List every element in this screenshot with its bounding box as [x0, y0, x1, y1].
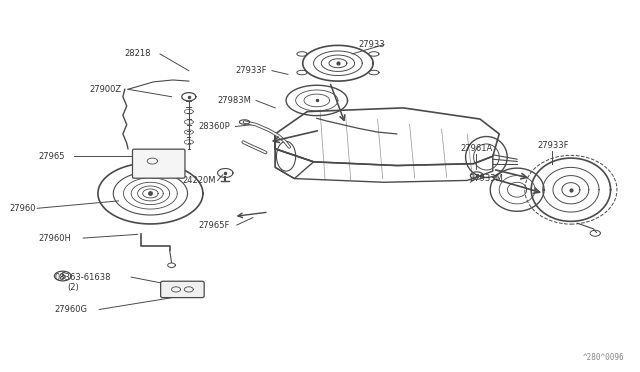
Text: 27965: 27965: [38, 152, 65, 161]
Text: 27960: 27960: [10, 204, 36, 213]
Text: 27900Z: 27900Z: [90, 85, 122, 94]
Text: ^280^0096: ^280^0096: [582, 353, 624, 362]
Text: 27960H: 27960H: [38, 234, 71, 243]
Text: 27933M: 27933M: [469, 174, 503, 183]
FancyBboxPatch shape: [132, 149, 185, 178]
Text: 24220M: 24220M: [182, 176, 216, 185]
Text: 08363-61638: 08363-61638: [54, 273, 111, 282]
Text: 27983M: 27983M: [218, 96, 252, 105]
Text: 27961A: 27961A: [461, 144, 493, 153]
Text: S: S: [60, 272, 65, 280]
Text: 27933F: 27933F: [538, 141, 569, 150]
Text: 28218: 28218: [125, 49, 151, 58]
FancyBboxPatch shape: [161, 281, 204, 298]
Text: 27965F: 27965F: [198, 221, 230, 230]
Text: (2): (2): [67, 283, 79, 292]
Text: 27933: 27933: [358, 40, 385, 49]
Text: 27960G: 27960G: [54, 305, 88, 314]
Text: 27933F: 27933F: [236, 66, 267, 75]
Text: 28360P: 28360P: [198, 122, 230, 131]
